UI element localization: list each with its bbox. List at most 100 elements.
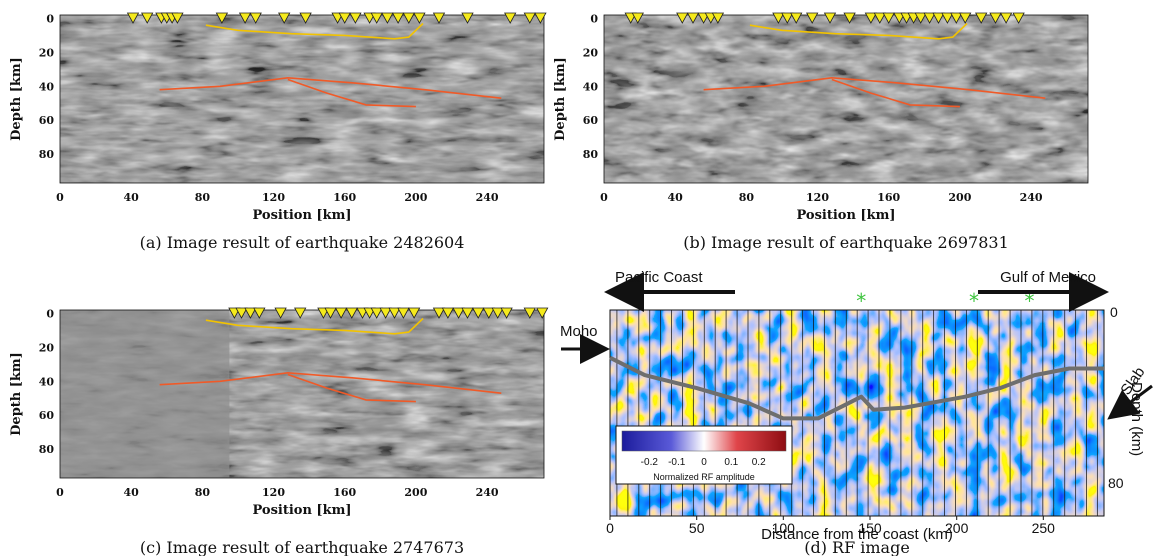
panel-b-station-25 bbox=[975, 12, 988, 24]
panel-b-interface-0 bbox=[749, 22, 968, 40]
panel-b-station-26 bbox=[989, 12, 1002, 24]
panel-a-station-1 bbox=[141, 12, 154, 24]
panel-a-interface-2 bbox=[287, 78, 416, 108]
rf-image-panel: * * * 0 50 100 150 200 250 Pacific Coast Gulf o… bbox=[560, 269, 1153, 556]
panel-b-station-21 bbox=[932, 12, 945, 24]
panel-c-station-4 bbox=[274, 307, 287, 319]
panel-c-ytick-2: 40 bbox=[39, 375, 55, 388]
panel-c-ytick-0: 0 bbox=[46, 307, 54, 320]
panel-c-station-19 bbox=[452, 307, 465, 319]
panel-a-xlabel: Position [km] bbox=[252, 208, 351, 223]
panel-b-station-2 bbox=[676, 12, 689, 24]
panel-c-station-17 bbox=[432, 307, 446, 319]
panel-a-station-12 bbox=[338, 12, 351, 24]
panel-c-station-7 bbox=[324, 307, 337, 319]
panel-a-ytick-3: 60 bbox=[39, 114, 55, 127]
colorbar-inset: -0.2 -0.1 0 0.1 0.2 Normalized RF amplitude bbox=[615, 425, 793, 485]
panel-a-xtick-5: 200 bbox=[404, 191, 427, 204]
panel-a-ylabel: Depth [km] bbox=[9, 57, 24, 141]
panel-a: 0 40 80 120 160 200 240 0 20 40 60 80 Position [km] D… bbox=[9, 12, 547, 252]
panel-c-xtick-1: 40 bbox=[124, 486, 140, 499]
panel-b-xtick-1: 40 bbox=[668, 191, 684, 204]
colorbar-label: Normalized RF amplitude bbox=[653, 472, 755, 482]
panel-c-station-26 bbox=[536, 307, 549, 319]
panel-b-station-23 bbox=[950, 12, 963, 24]
rf-xtick-2: 100 bbox=[772, 520, 796, 536]
panel-a-ytick-4: 80 bbox=[39, 148, 55, 161]
colorbar-tick-2: 0 bbox=[701, 457, 707, 468]
rf-star-0: * bbox=[856, 289, 866, 313]
panel-b-image bbox=[604, 15, 1088, 183]
rf-star-1: * bbox=[969, 289, 979, 313]
panel-b-ytick-4: 80 bbox=[583, 148, 599, 161]
rf-xtick-3: 150 bbox=[858, 520, 882, 536]
panel-c-station-23 bbox=[491, 307, 504, 319]
panel-b-station-24 bbox=[959, 12, 972, 24]
panel-b-xlabel: Position [km] bbox=[796, 208, 895, 223]
panel-b-xtick-6: 240 bbox=[1020, 191, 1043, 204]
panel-b-ytick-1: 20 bbox=[583, 46, 599, 59]
panel-a-station-17 bbox=[391, 12, 405, 24]
rf-x-label: Distance from the coast (km) bbox=[761, 526, 953, 543]
panel-a-station-5 bbox=[171, 12, 184, 24]
rf-xtick-5: 250 bbox=[1032, 520, 1056, 536]
caption-b: (b) Image result of earthquake 2697831 bbox=[683, 233, 1009, 252]
panel-b-xtick-5: 200 bbox=[948, 191, 971, 204]
panel-a-xtick-1: 40 bbox=[124, 191, 140, 204]
panel-c-xtick-2: 80 bbox=[195, 486, 211, 499]
rf-depth-tick-0: 0 bbox=[1110, 304, 1118, 320]
rf-star-2: * bbox=[1025, 289, 1035, 313]
moho-line bbox=[609, 355, 1104, 421]
rf-xtick-1: 50 bbox=[689, 520, 705, 536]
caption-d: (d) RF image bbox=[804, 538, 910, 556]
panel-b-station-14 bbox=[873, 12, 886, 24]
rf-frame bbox=[609, 309, 1105, 517]
panel-b-station-15 bbox=[882, 12, 895, 24]
panel-b-station-10 bbox=[806, 12, 819, 24]
panel-c-ytick-1: 20 bbox=[39, 341, 55, 354]
panel-c-station-1 bbox=[235, 307, 248, 319]
panel-a-station-10 bbox=[299, 12, 312, 24]
moho-label: Moho bbox=[560, 323, 598, 340]
panel-c-station-22 bbox=[482, 307, 495, 319]
panel-a-station-23 bbox=[523, 12, 536, 24]
panel-c-ytick-4: 80 bbox=[39, 443, 55, 456]
panel-a-image bbox=[60, 15, 544, 183]
panel-a-station-20 bbox=[432, 12, 446, 24]
panel-a-ytick-2: 40 bbox=[39, 80, 55, 93]
panel-a-station-7 bbox=[238, 12, 252, 24]
pacific-coast-label: Pacific Coast bbox=[615, 269, 703, 286]
panel-a-station-24 bbox=[534, 12, 547, 24]
panel-c-station-8 bbox=[334, 307, 348, 319]
panel-b: 0 40 80 120 160 200 240 0 20 40 60 80 Position [km] D… bbox=[553, 12, 1089, 252]
panel-c-xtick-4: 160 bbox=[333, 486, 356, 499]
panel-c-station-25 bbox=[523, 307, 536, 319]
panel-a-xtick-2: 80 bbox=[195, 191, 211, 204]
panel-c-interface-0 bbox=[205, 317, 424, 335]
panel-c-station-13 bbox=[379, 307, 392, 319]
colorbar bbox=[621, 430, 787, 452]
colorbar-ticks: -0.2 -0.1 0 0.1 0.2 bbox=[641, 457, 766, 468]
colorbar-tick-0: -0.2 bbox=[641, 457, 659, 468]
panel-c-station-18 bbox=[441, 307, 455, 319]
panel-a-xtick-0: 0 bbox=[56, 191, 64, 204]
panel-b-station-7 bbox=[772, 12, 785, 24]
panel-b-ytick-3: 60 bbox=[583, 114, 599, 127]
panel-a-xtick-6: 240 bbox=[476, 191, 499, 204]
panel-c-station-16 bbox=[407, 307, 421, 319]
panel-b-station-3 bbox=[686, 12, 700, 24]
panel-a-station-13 bbox=[349, 12, 362, 24]
panel-a-ytick-1: 20 bbox=[39, 46, 55, 59]
panel-b-station-22 bbox=[941, 12, 954, 24]
panel-c-station-20 bbox=[461, 307, 474, 319]
colorbar-tick-3: 0.1 bbox=[724, 457, 738, 468]
gulf-of-mexico-label: Gulf of Mexico bbox=[1000, 269, 1096, 286]
panel-a-interface-0 bbox=[205, 22, 424, 40]
panel-c-ytick-3: 60 bbox=[39, 409, 55, 422]
panel-b-interface-2 bbox=[831, 78, 960, 108]
panel-b-station-27 bbox=[999, 12, 1013, 24]
panel-b-xtick-0: 0 bbox=[600, 191, 608, 204]
panel-a-station-21 bbox=[461, 12, 474, 24]
panel-c-station-5 bbox=[294, 307, 307, 319]
panel-c-station-9 bbox=[345, 307, 358, 319]
